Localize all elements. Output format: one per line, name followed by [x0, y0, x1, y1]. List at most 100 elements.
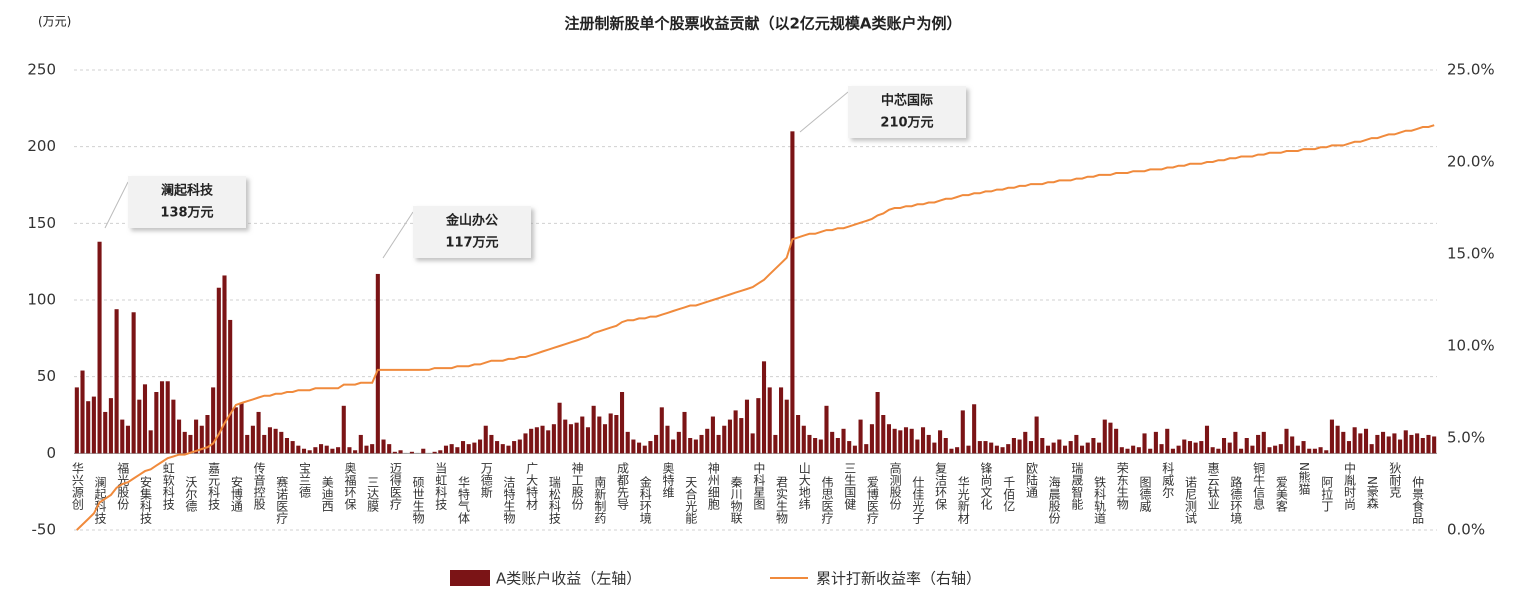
bar: [284, 438, 290, 454]
bar: [1432, 436, 1437, 454]
bar: [710, 416, 715, 454]
bar: [353, 450, 358, 454]
bar: [790, 131, 795, 454]
y-tick-label: 100: [27, 291, 56, 309]
bar: [1182, 439, 1187, 454]
bar: [881, 415, 886, 454]
bar: [313, 447, 318, 454]
bar: [250, 425, 255, 454]
bar: [682, 411, 687, 454]
bar: [619, 392, 625, 454]
bar: [676, 431, 681, 454]
annotation-text: 金山办公: [445, 213, 498, 229]
x-tick-label: 三达膜: [366, 476, 380, 513]
x-tick-label: N豪森: [1365, 476, 1379, 509]
annotation-text: 117万元: [445, 236, 498, 251]
x-tick-label: 三生国健: [843, 462, 857, 510]
x-tick-label: 千佰亿: [1002, 476, 1016, 512]
x-tick-label: 秦川物联: [729, 476, 743, 525]
bar: [796, 415, 801, 454]
x-tick-label: 欧陆通: [1024, 462, 1038, 498]
annotation-leader: [799, 91, 849, 133]
bar: [466, 444, 471, 454]
bar: [148, 430, 153, 454]
y-tick-label: 0: [46, 444, 56, 462]
x-tick-label: 狄耐克: [1388, 462, 1402, 499]
bar: [955, 447, 960, 454]
bar: [983, 441, 988, 454]
x-tick-label: 伟思医疗: [820, 476, 834, 525]
y2-tick-label: 25.0%: [1447, 61, 1495, 79]
bar: [478, 439, 483, 454]
bar: [1358, 433, 1363, 454]
x-tick-label: 嘉元科技: [207, 462, 221, 510]
x-tick-label: 瑞松科技: [547, 476, 561, 524]
bar: [1034, 416, 1039, 454]
bar: [460, 441, 466, 454]
legend-label: 累计打新收益率（右轴）: [816, 570, 981, 588]
x-tick-label: 神州细胞: [706, 462, 720, 511]
bar: [506, 445, 511, 454]
x-tick-label: 高测股份: [888, 461, 902, 510]
x-tick-label: 洁特生物: [502, 476, 516, 524]
x-tick-label: 诺尼测试: [1183, 476, 1197, 524]
bar: [591, 405, 596, 454]
bar: [824, 405, 829, 454]
bar: [495, 441, 500, 454]
bar: [1221, 438, 1227, 454]
x-tick-label: 华光新材: [956, 476, 970, 524]
bar: [500, 444, 505, 454]
x-tick-label: 荣东生物: [1115, 462, 1129, 510]
annotation-box: [128, 176, 246, 228]
bar: [1216, 448, 1221, 454]
x-tick-label: 爱美客: [1274, 476, 1288, 513]
bar: [568, 424, 573, 454]
annotation-box: [413, 206, 531, 258]
bar: [205, 415, 210, 454]
bar: [1244, 438, 1249, 454]
bar: [1295, 445, 1300, 454]
y2-tick-label: 0.0%: [1447, 521, 1485, 539]
bar: [1204, 425, 1210, 454]
x-tick-label: 阿拉丁: [1320, 476, 1334, 512]
bar: [903, 427, 909, 454]
bar: [989, 442, 994, 454]
bar: [194, 419, 199, 454]
x-tick-label: 传音控股: [252, 461, 266, 511]
annotation-leader: [104, 181, 129, 229]
bar: [1023, 431, 1028, 454]
bar: [1409, 434, 1414, 454]
bar: [188, 434, 193, 454]
bar: [1074, 434, 1079, 454]
bar: [1028, 441, 1033, 454]
bar: [1307, 448, 1312, 454]
bar: [705, 428, 710, 454]
bar: [1187, 441, 1193, 454]
bar: [875, 392, 880, 454]
bar: [818, 439, 823, 454]
bar: [1159, 444, 1164, 454]
bar: [830, 431, 835, 454]
bar: [637, 442, 642, 454]
x-tick-label: 万德斯: [479, 462, 493, 499]
bar: [1341, 431, 1346, 454]
bar: [239, 402, 244, 454]
x-tick-label: 赛诺医疗: [275, 475, 289, 525]
bar: [835, 438, 840, 454]
bar: [1386, 436, 1391, 454]
bar: [648, 441, 653, 454]
annotation-text: 210万元: [880, 116, 933, 131]
bar: [773, 434, 778, 454]
bar: [142, 384, 148, 454]
y2-tick-label: 20.0%: [1447, 153, 1495, 171]
bar: [1381, 431, 1386, 454]
x-tick-label: 复洁环保: [934, 462, 948, 510]
bar: [1000, 447, 1005, 454]
x-tick-label: 美迪西: [320, 476, 334, 512]
bar: [602, 424, 608, 454]
bar: [608, 413, 613, 454]
bar: [977, 441, 982, 454]
x-tick-label: 安博通: [229, 475, 243, 512]
bar: [864, 444, 869, 454]
bar: [1125, 448, 1130, 454]
